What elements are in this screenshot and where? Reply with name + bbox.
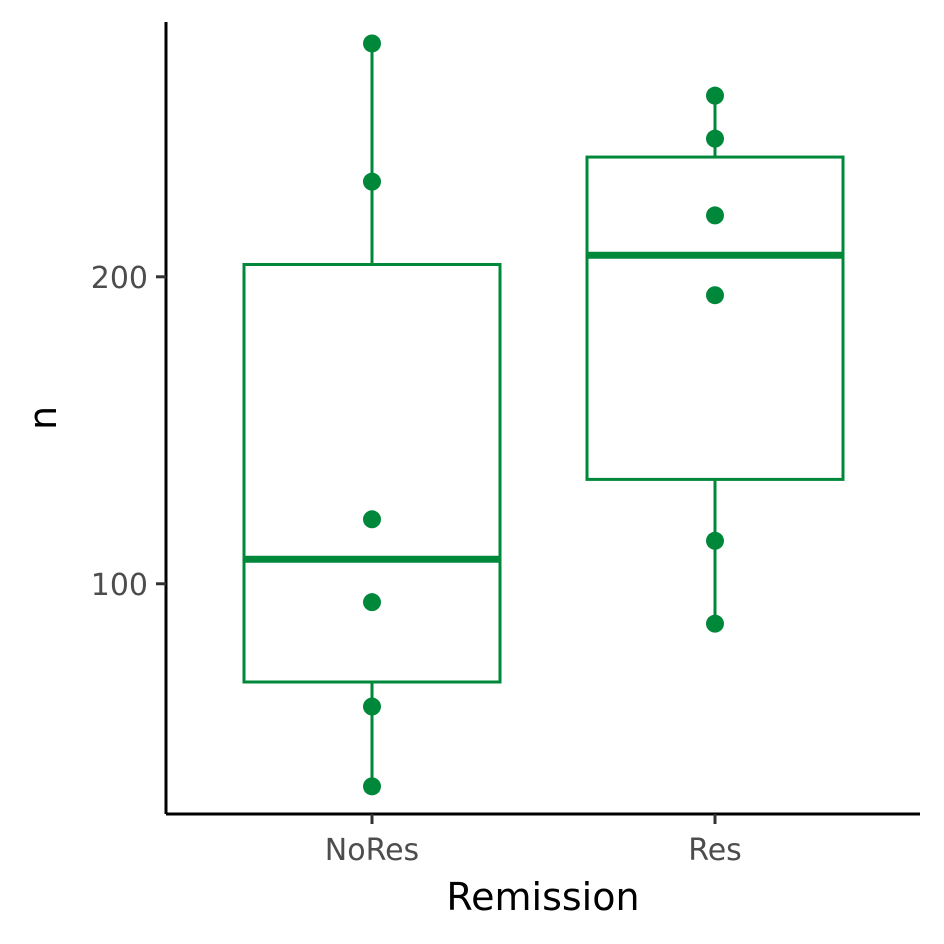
data-point — [706, 614, 724, 633]
data-point — [363, 777, 381, 796]
data-point — [706, 86, 724, 105]
data-point — [363, 593, 381, 612]
x-tick-label: NoRes — [325, 833, 419, 868]
data-point — [363, 172, 381, 191]
iqr-box — [585, 155, 845, 481]
iqr-box — [242, 263, 502, 684]
data-point — [706, 286, 724, 305]
y-axis-ticks: 100 200 — [91, 261, 166, 603]
x-axis-title: Remission — [446, 875, 639, 919]
box-group-nores — [242, 34, 502, 796]
data-point — [706, 531, 724, 550]
box-group-res — [585, 86, 845, 633]
data-point — [706, 206, 724, 225]
y-tick-label: 100 — [91, 568, 148, 603]
data-point — [363, 34, 381, 53]
y-axis-title: n — [21, 406, 65, 430]
data-point — [363, 697, 381, 716]
data-point — [706, 129, 724, 148]
x-axis-ticks: NoRes Res — [325, 814, 742, 868]
plot-marks — [242, 34, 845, 796]
data-point — [363, 510, 381, 529]
x-tick-label: Res — [688, 833, 742, 868]
y-tick-label: 200 — [91, 261, 148, 296]
